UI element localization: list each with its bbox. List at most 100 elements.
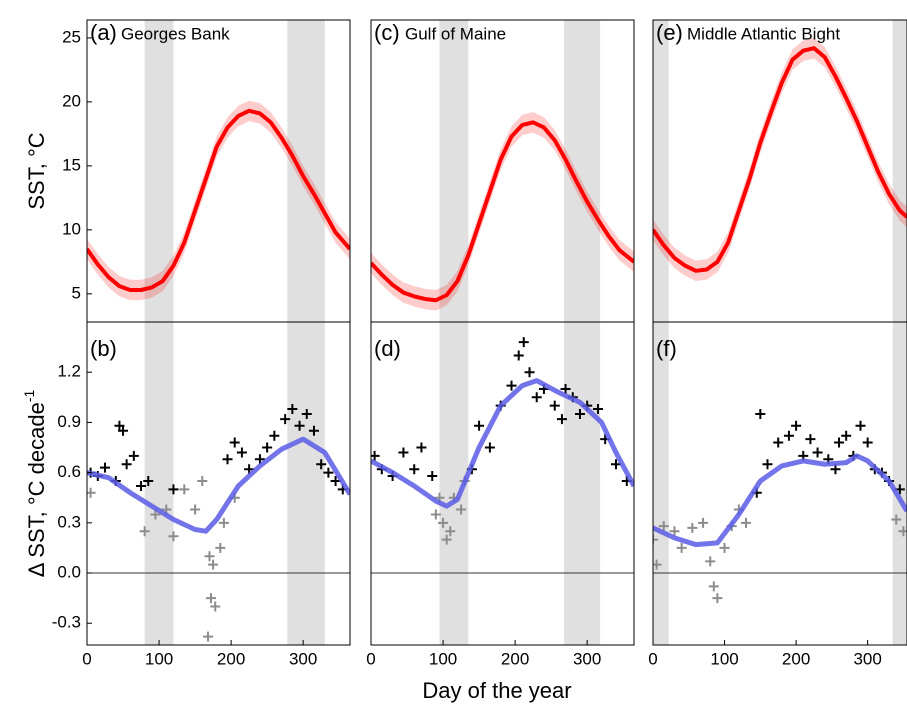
point xyxy=(409,464,420,475)
frame xyxy=(652,321,907,646)
point xyxy=(592,404,603,415)
point xyxy=(762,459,773,470)
point xyxy=(531,392,542,403)
point xyxy=(218,517,229,528)
y-tick-label: 0.3 xyxy=(57,512,81,531)
point xyxy=(513,350,524,361)
shaded-region xyxy=(287,20,325,322)
point xyxy=(862,437,873,448)
point xyxy=(416,442,427,453)
line xyxy=(653,453,907,548)
shaded-region xyxy=(653,322,669,645)
point xyxy=(524,367,535,378)
point xyxy=(855,420,866,431)
point xyxy=(208,559,219,570)
point xyxy=(215,542,226,553)
point xyxy=(204,551,215,562)
x-tick-label: 300 xyxy=(853,649,881,668)
panel-label: (e) xyxy=(656,20,683,45)
x-tick-label: 0 xyxy=(648,649,657,668)
y-axis-label-text: SST, °C xyxy=(24,132,49,209)
panel xyxy=(653,20,907,322)
point xyxy=(269,430,280,441)
point xyxy=(100,462,111,473)
line xyxy=(87,108,350,293)
point xyxy=(791,420,802,431)
panel-title: Georges Bank xyxy=(121,24,230,43)
y-tick-label: 0.0 xyxy=(57,563,81,582)
point xyxy=(445,526,456,537)
line xyxy=(87,436,350,534)
point xyxy=(712,593,723,604)
y-axis-label: SST, °C xyxy=(24,132,49,209)
y-tick-label: 20 xyxy=(62,91,81,110)
point xyxy=(222,454,233,465)
point xyxy=(139,526,150,537)
point xyxy=(653,534,658,545)
point xyxy=(560,383,571,394)
frame xyxy=(86,321,351,646)
point xyxy=(287,404,298,415)
point xyxy=(308,425,319,436)
point xyxy=(143,475,154,486)
panel xyxy=(371,20,634,322)
shaded-region xyxy=(564,322,601,645)
point xyxy=(121,459,132,470)
point xyxy=(698,517,709,528)
point xyxy=(438,517,449,528)
point xyxy=(316,459,327,470)
y-axis-label-text: Δ SST, °C decade xyxy=(24,402,49,577)
point xyxy=(114,420,125,431)
x-tick-label: 200 xyxy=(782,649,810,668)
point xyxy=(708,581,719,592)
x-tick-label: 200 xyxy=(501,649,529,668)
point xyxy=(805,434,816,445)
y-axis-label: Δ SST, °C decade-1 xyxy=(21,389,49,577)
shaded-region xyxy=(892,322,907,645)
point xyxy=(705,556,716,567)
point xyxy=(205,593,216,604)
x-tick-label: 100 xyxy=(429,649,457,668)
shaded-region xyxy=(287,322,325,645)
panel-label: (d) xyxy=(374,336,401,361)
shaded-region xyxy=(144,322,174,645)
x-tick-label: 100 xyxy=(145,649,173,668)
y-tick-label: 0.9 xyxy=(57,412,81,431)
point xyxy=(254,454,265,465)
y-tick-label: 0.6 xyxy=(57,462,81,481)
point xyxy=(301,409,312,420)
x-tick-label: 300 xyxy=(289,649,317,668)
line xyxy=(371,378,634,509)
point xyxy=(323,467,334,478)
shaded-region xyxy=(892,20,907,322)
point xyxy=(280,414,291,425)
point xyxy=(203,631,214,642)
point xyxy=(294,420,305,431)
panel-label: (a) xyxy=(90,20,117,45)
panel xyxy=(371,322,634,645)
point xyxy=(687,522,698,533)
line xyxy=(371,120,634,303)
point xyxy=(330,475,341,486)
x-tick-label: 300 xyxy=(573,649,601,668)
point xyxy=(610,459,621,470)
panel-title: Gulf of Maine xyxy=(405,24,506,43)
point xyxy=(658,521,669,532)
point xyxy=(427,470,438,481)
point xyxy=(549,400,560,411)
point xyxy=(891,514,902,525)
point xyxy=(190,504,201,515)
point xyxy=(474,420,485,431)
x-tick-label: 200 xyxy=(217,649,245,668)
point xyxy=(773,437,784,448)
point xyxy=(669,526,680,537)
point xyxy=(236,447,247,458)
point xyxy=(229,437,240,448)
point xyxy=(676,542,687,553)
x-tick-label: 0 xyxy=(82,649,91,668)
x-axis-label: Day of the year xyxy=(422,678,571,703)
point xyxy=(441,534,452,545)
y-tick-label: 10 xyxy=(62,219,81,238)
panel-label: (f) xyxy=(656,336,677,361)
